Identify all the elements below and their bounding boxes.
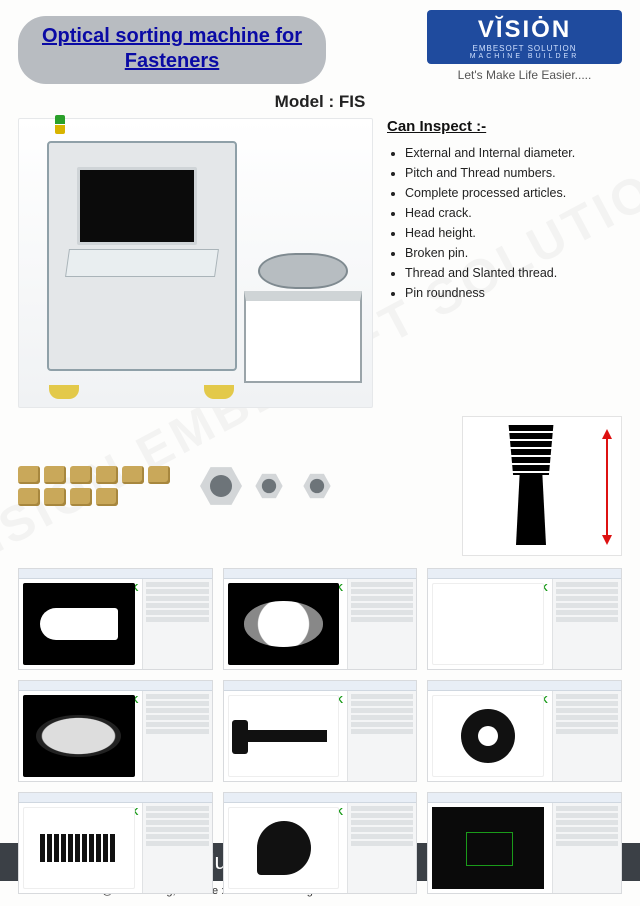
inspect-item: Pitch and Thread numbers. (405, 163, 622, 183)
software-screenshot: OK (427, 568, 622, 670)
machine-foot (49, 385, 79, 399)
part-silhouette-icon (36, 715, 121, 758)
fastener-icon (96, 488, 118, 506)
part-silhouette-icon (244, 601, 322, 646)
part-silhouette-icon (240, 730, 328, 741)
screw-silhouette-icon (503, 425, 559, 547)
hex-nut-icon (303, 472, 330, 499)
machine-keyboard-tray (65, 249, 219, 277)
software-screenshot: OK (223, 680, 418, 782)
software-screenshot: OK (223, 568, 418, 670)
vibratory-bowl-icon (258, 253, 348, 289)
fastener-icon (18, 466, 40, 484)
title-line2: Fasteners (42, 49, 302, 74)
brand-logo: VĬSIȮN EMBESOFT SOLUTION MACHINE BUILDER (427, 10, 622, 64)
inspect-item: External and Internal diameter. (405, 143, 622, 163)
part-silhouette-icon (40, 834, 117, 861)
part-silhouette-icon (257, 821, 311, 875)
brass-fasteners-photo (18, 451, 178, 521)
fastener-icon (70, 488, 92, 506)
thread-dimension-diagram (462, 416, 622, 556)
inspect-item: Pin roundness (405, 283, 622, 303)
inspect-list: External and Internal diameter. Pitch an… (387, 143, 622, 303)
software-screenshot: OK (427, 680, 622, 782)
part-silhouette-icon (461, 709, 515, 763)
fastener-icon (18, 488, 40, 506)
feeder-stand (244, 291, 362, 383)
software-screenshot: OK (18, 792, 213, 894)
software-screenshot (427, 792, 622, 894)
inspect-item: Head crack. (405, 203, 622, 223)
fastener-icon (44, 488, 66, 506)
software-screenshot-grid: OK OK OK OK OK OK OK OK (0, 562, 640, 906)
hex-nut-icon (200, 465, 242, 507)
model-label: Model : FIS (0, 92, 640, 112)
software-screenshot: OK (223, 792, 418, 894)
brand-logo-block: VĬSIȮN EMBESOFT SOLUTION MACHINE BUILDER… (427, 10, 622, 82)
fastener-icon (148, 466, 170, 484)
inspect-item: Head height. (405, 223, 622, 243)
fastener-icon (44, 466, 66, 484)
title-line1: Optical sorting machine for (42, 24, 302, 49)
machine-photo (18, 118, 373, 408)
part-silhouette-icon (40, 608, 118, 641)
inspect-item: Thread and Slanted thread. (405, 263, 622, 283)
brand-tagline: Let's Make Life Easier..... (427, 68, 622, 82)
machine-foot (204, 385, 234, 399)
stack-light-icon (55, 115, 65, 143)
fastener-icon (70, 466, 92, 484)
fastener-icon (96, 466, 118, 484)
feeder-table (244, 253, 364, 383)
inspect-item: Complete processed articles. (405, 183, 622, 203)
part-silhouette-icon (432, 807, 544, 889)
inspect-heading: Can Inspect :- (387, 118, 622, 135)
software-screenshot: OK (18, 568, 213, 670)
software-screenshot: OK (18, 680, 213, 782)
hex-nut-icon (255, 472, 282, 499)
brand-name: VĬSIȮN (435, 16, 614, 44)
fastener-icon (122, 466, 144, 484)
brand-sub1: EMBESOFT SOLUTION (435, 44, 614, 53)
inspect-item: Broken pin. (405, 243, 622, 263)
inspect-panel: Can Inspect :- External and Internal dia… (387, 118, 622, 408)
header: Optical sorting machine for Fasteners VĬ… (0, 0, 640, 88)
part-silhouette-icon (455, 596, 521, 652)
machine-monitor (77, 167, 197, 245)
page-title-pill: Optical sorting machine for Fasteners (18, 16, 326, 84)
brand-sub2: MACHINE BUILDER (435, 53, 614, 60)
dimension-arrow-icon (599, 429, 611, 545)
hex-nuts-photo (194, 448, 344, 524)
